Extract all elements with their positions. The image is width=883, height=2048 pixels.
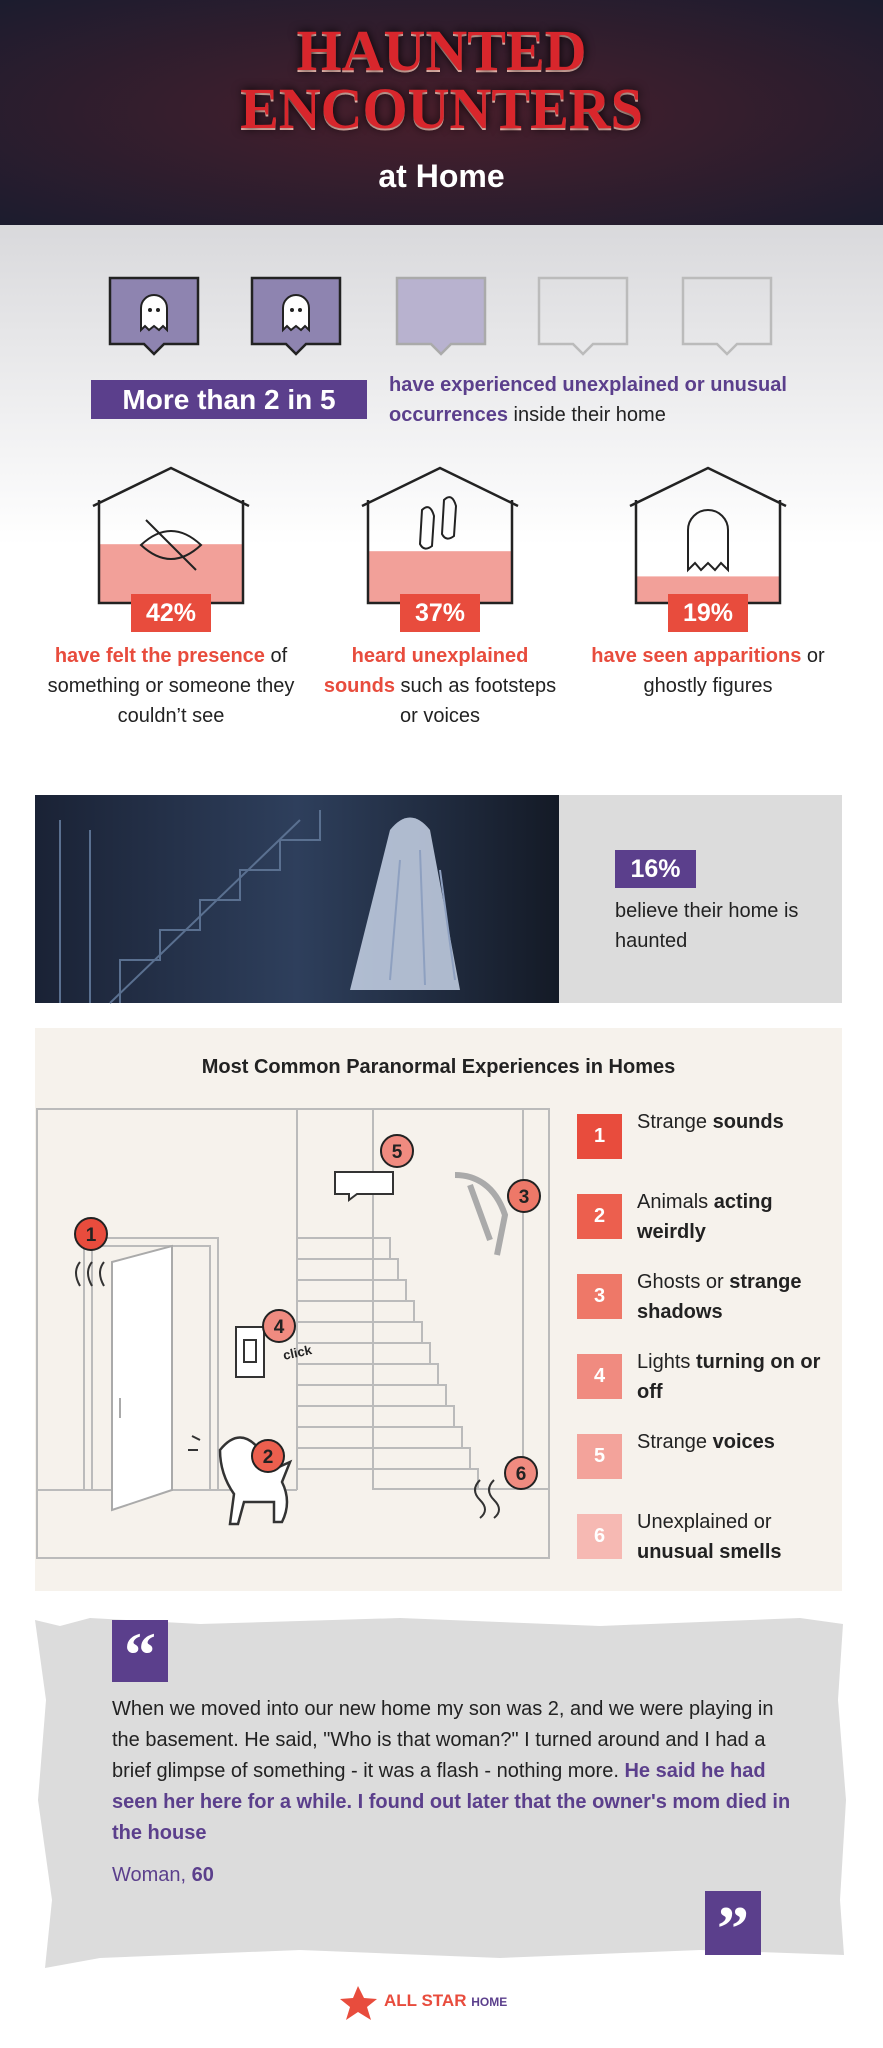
marker-label: 4 <box>274 1317 285 1338</box>
quote-open-box <box>112 1620 168 1682</box>
marker <box>74 1217 108 1251</box>
quote-close: ” <box>717 1893 749 1964</box>
list-text: Strange sounds <box>637 1107 837 1137</box>
stair <box>297 1279 407 1301</box>
stair <box>297 1258 399 1280</box>
haunted-text: believe their home is haunted <box>615 900 799 952</box>
stat-caption: have felt the presence of something or s… <box>46 641 296 731</box>
list-normal: Unexplained or <box>637 1511 772 1533</box>
house-icon <box>687 509 729 573</box>
marker <box>380 1134 414 1168</box>
title-line: HAUNTED <box>296 18 587 83</box>
stat-label: 42% <box>131 594 211 632</box>
stat-bold: have felt the presence <box>54 645 265 667</box>
list-badge: 1 <box>577 1114 622 1159</box>
logo-suffix: HOME <box>471 1995 508 2009</box>
illustration <box>36 1108 550 1559</box>
marker-label: 1 <box>86 1225 97 1246</box>
stair <box>297 1384 447 1406</box>
quote-age: 60 <box>191 1864 214 1886</box>
marker <box>507 1179 541 1213</box>
haunted-box <box>615 850 696 888</box>
list-text: Animals acting weirdly <box>637 1187 837 1247</box>
house-icon <box>418 496 458 550</box>
quote-close-box <box>705 1891 761 1955</box>
list-normal: Lights <box>637 1351 696 1373</box>
marker-label: 2 <box>263 1447 274 1468</box>
stair <box>297 1237 391 1259</box>
intro-rest: inside their home <box>507 404 666 426</box>
quote-open: “ <box>124 1619 156 1690</box>
quote-author: Woman, <box>112 1864 192 1886</box>
stat-text: such as footsteps or voices <box>394 675 557 727</box>
list-text: Unexplained or unusual smells <box>637 1507 837 1567</box>
subtitle: at Home <box>378 158 505 194</box>
marker-label: 3 <box>519 1187 530 1208</box>
stair <box>297 1405 455 1427</box>
stair <box>297 1363 439 1385</box>
stair <box>297 1426 463 1448</box>
title: HAUNTED ENCOUNTERS <box>0 22 883 138</box>
logo-brand: ALL STAR <box>384 1991 467 2010</box>
quote-text: When we moved into our new home my son w… <box>112 1694 792 1849</box>
stat-caption: heard unexplained sounds such as footste… <box>315 641 565 731</box>
list-bold: acting weirdly <box>637 1191 773 1243</box>
intro-highlight: More than 2 in 5 <box>122 384 336 415</box>
list-badge: 4 <box>577 1354 622 1399</box>
stat-bold: have seen apparitions <box>591 645 802 667</box>
experiences-title: Most Common Paranormal Experiences in Ho… <box>201 1056 676 1078</box>
list-text: Ghosts or strange shadows <box>637 1267 837 1327</box>
quote-body: When we moved into our new home my son w… <box>112 1698 774 1782</box>
list-bold: turning on or off <box>637 1351 821 1403</box>
stat-text: of something or someone they couldn’t se… <box>47 645 295 727</box>
marker <box>262 1309 296 1343</box>
list-normal: Strange <box>637 1431 713 1453</box>
intro-text: have experienced unexplained or unusual … <box>389 370 819 430</box>
stat-label: 19% <box>668 594 748 632</box>
marker-label: 6 <box>516 1464 527 1485</box>
list-text: Lights turning on or off <box>637 1347 837 1407</box>
stair <box>297 1447 471 1469</box>
title-line: ENCOUNTERS <box>240 76 643 141</box>
list-bold: strange shadows <box>637 1271 802 1323</box>
logo: ALL STAR HOME <box>384 1986 507 2017</box>
ghost-boxes <box>108 276 773 356</box>
list-bold: unusual smells <box>637 1541 782 1563</box>
list-bold: sounds <box>712 1111 784 1133</box>
list-badge: 2 <box>577 1194 622 1239</box>
list-normal: Animals <box>637 1191 714 1213</box>
highlight-box <box>91 380 367 419</box>
list-bold: voices <box>712 1431 775 1453</box>
quote-attribution: Woman, 60 <box>112 1860 214 1890</box>
markers: 1 2 3 4 5 6 <box>74 1134 541 1490</box>
list-badge: 3 <box>577 1274 622 1319</box>
marker <box>251 1439 285 1473</box>
quote-bold: He said he had seen her here for a while… <box>112 1760 791 1844</box>
header-bg <box>0 0 883 225</box>
click-label: click <box>281 1342 314 1363</box>
stat-bold: heard unexplained sounds <box>323 645 529 697</box>
photo <box>35 795 842 1004</box>
marker-label: 5 <box>392 1142 403 1163</box>
house-icon <box>139 519 203 571</box>
haunted-label: 16% <box>630 855 681 883</box>
list-normal: Strange <box>637 1111 713 1133</box>
logo-star <box>340 1986 377 2020</box>
list-badge: 5 <box>577 1434 622 1479</box>
stat-label: 37% <box>400 594 480 632</box>
quote-bg <box>35 1618 846 1968</box>
stat-text: or ghostly figures <box>643 645 825 697</box>
stair <box>297 1321 423 1343</box>
intro-bold: have experienced unexplained or unusual … <box>389 374 787 426</box>
stair <box>297 1342 431 1364</box>
list-text: Strange voices <box>637 1427 837 1457</box>
stat-caption: have seen apparitions or ghostly figures <box>583 641 833 701</box>
house-fill <box>99 544 243 603</box>
list-normal: Ghosts or <box>637 1271 730 1293</box>
stair <box>297 1300 415 1322</box>
marker <box>504 1456 538 1490</box>
list-badge: 6 <box>577 1514 622 1559</box>
